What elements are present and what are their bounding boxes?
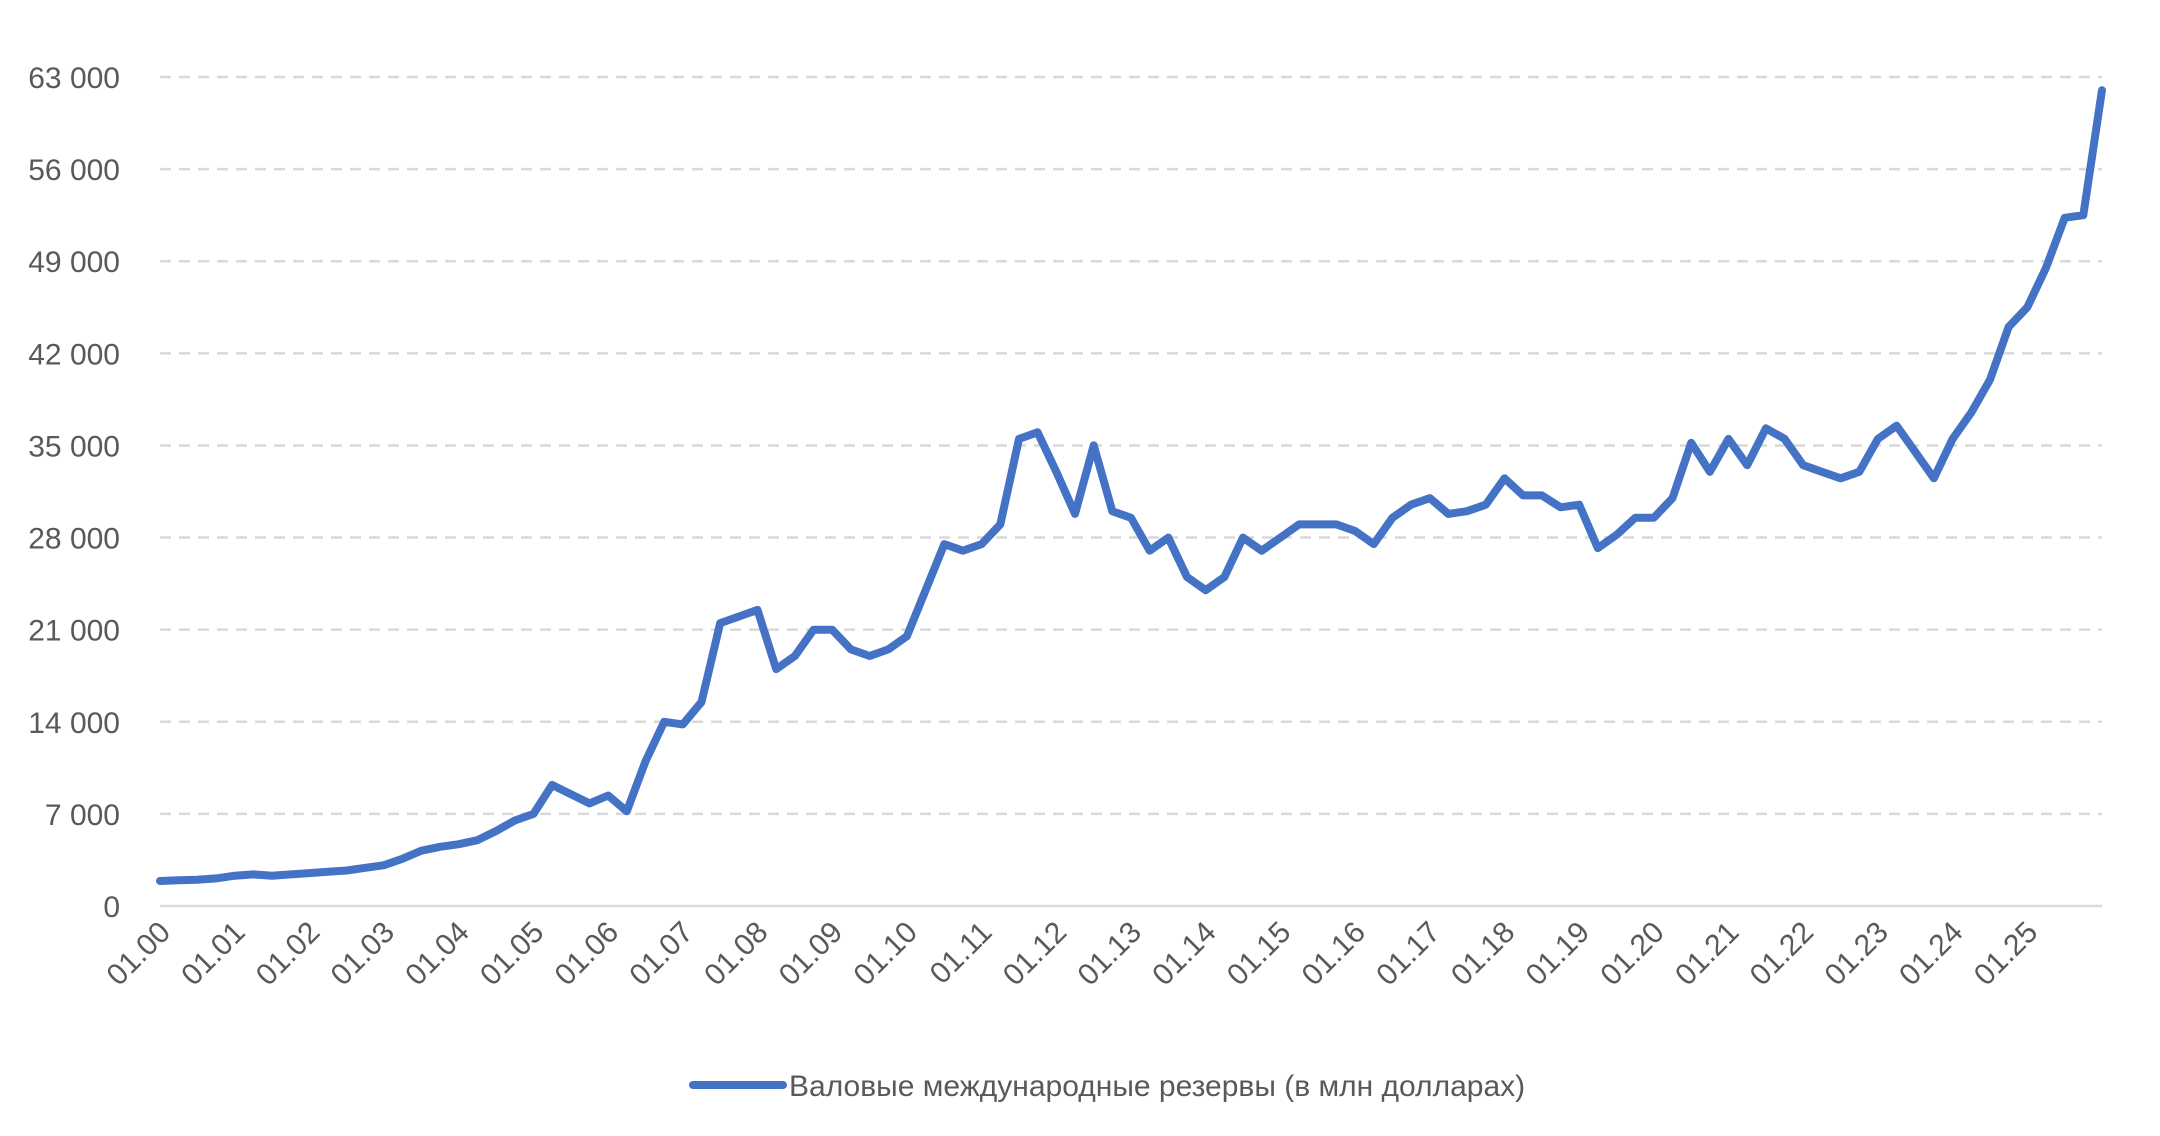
x-tick-label: 01.24 (1893, 916, 1969, 992)
x-tick-label: 01.10 (847, 916, 923, 992)
x-tick-label: 01.17 (1370, 916, 1446, 992)
x-tick-label: 01.20 (1594, 916, 1670, 992)
x-tick-label: 01.00 (101, 916, 177, 992)
y-tick-label: 21 000 (28, 615, 120, 648)
x-tick-label: 01.22 (1744, 916, 1820, 992)
x-tick-label: 01.11 (924, 916, 999, 991)
x-tick-label: 01.15 (1221, 916, 1297, 992)
x-tick-label: 01.14 (1146, 916, 1222, 992)
x-tick-label: 01.03 (325, 916, 401, 992)
x-tick-label: 01.07 (623, 916, 699, 992)
y-tick-label: 49 000 (28, 246, 120, 279)
x-tick-label: 01.13 (1072, 916, 1148, 992)
x-tick-label: 01.23 (1818, 916, 1894, 992)
x-tick-label: 01.05 (474, 916, 550, 992)
x-tick-label: 01.18 (1445, 916, 1521, 992)
y-tick-label: 42 000 (28, 338, 120, 371)
x-tick-label: 01.01 (175, 916, 251, 992)
x-tick-label: 01.16 (1296, 916, 1372, 992)
y-tick-label: 35 000 (28, 430, 120, 463)
x-tick-label: 01.25 (1968, 916, 2044, 992)
y-tick-label: 0 (103, 891, 120, 924)
x-tick-label: 01.04 (399, 916, 475, 992)
y-tick-label: 7 000 (45, 799, 120, 832)
x-tick-label: 01.09 (773, 916, 849, 992)
y-tick-label: 28 000 (28, 523, 120, 556)
x-tick-label: 01.12 (997, 916, 1073, 992)
y-tick-label: 56 000 (28, 154, 120, 187)
y-tick-label: 14 000 (28, 707, 120, 740)
legend-label: Валовые международные резервы (в млн дол… (789, 1070, 1525, 1103)
x-tick-label: 01.21 (1669, 916, 1745, 992)
x-tick-label: 01.19 (1520, 916, 1596, 992)
data-line (156, 86, 2106, 885)
x-tick-label: 01.08 (698, 916, 774, 992)
x-tick-label: 01.06 (549, 916, 625, 992)
y-tick-label: 63 000 (28, 62, 120, 95)
x-tick-label: 01.02 (250, 916, 326, 992)
